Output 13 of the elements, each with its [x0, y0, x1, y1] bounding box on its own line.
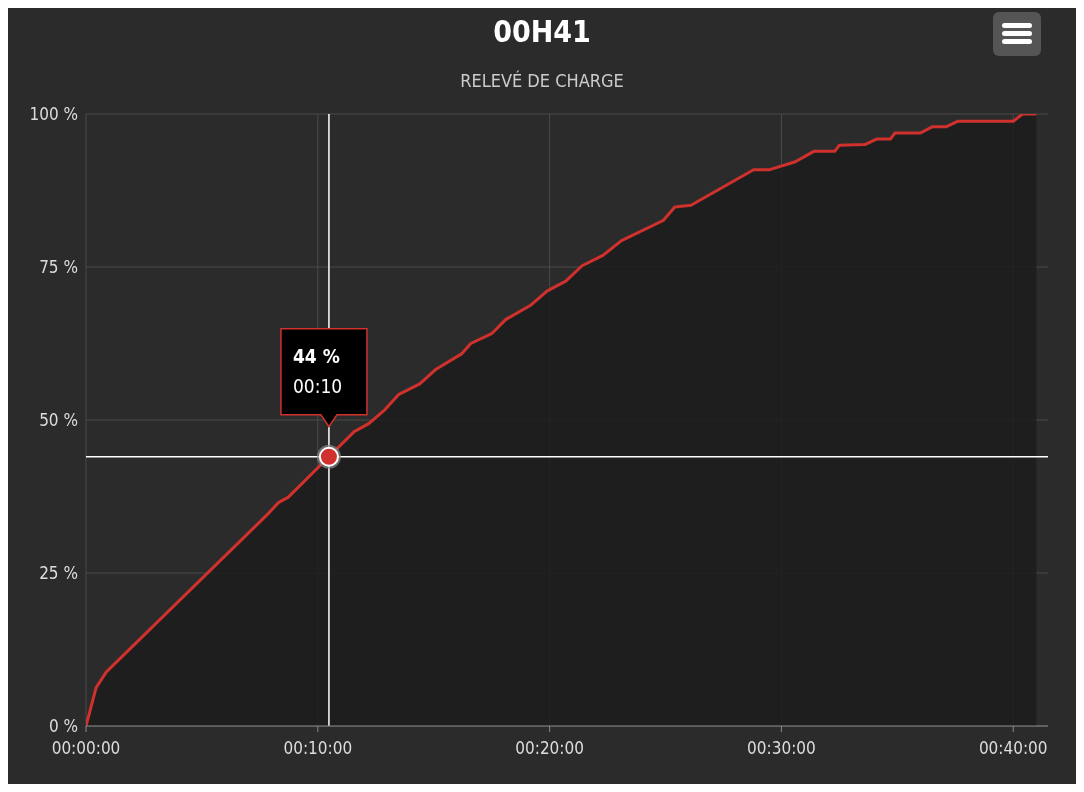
x-tick-label: 00:20:00 [515, 738, 584, 759]
x-tick-label: 00:00:00 [51, 738, 121, 759]
x-tick-label: 00:30:00 [747, 738, 816, 759]
annotation: 44 % 00:10 [292, 344, 343, 397]
y-tick-label: 50 % [39, 410, 78, 431]
y-tick-label: 100 % [29, 104, 78, 125]
y-tick-label: 25 % [39, 563, 78, 584]
chart-subtitle: RELEVÉ DE CHARGE [459, 70, 625, 91]
chart-title: 00H41 [492, 14, 592, 49]
y-tick-label: 75 % [39, 257, 78, 278]
y-tick-label: 0 % [48, 716, 78, 737]
x-tick-label: 00:40:00 [978, 738, 1048, 759]
x-tick-label: 00:10:00 [283, 738, 353, 759]
